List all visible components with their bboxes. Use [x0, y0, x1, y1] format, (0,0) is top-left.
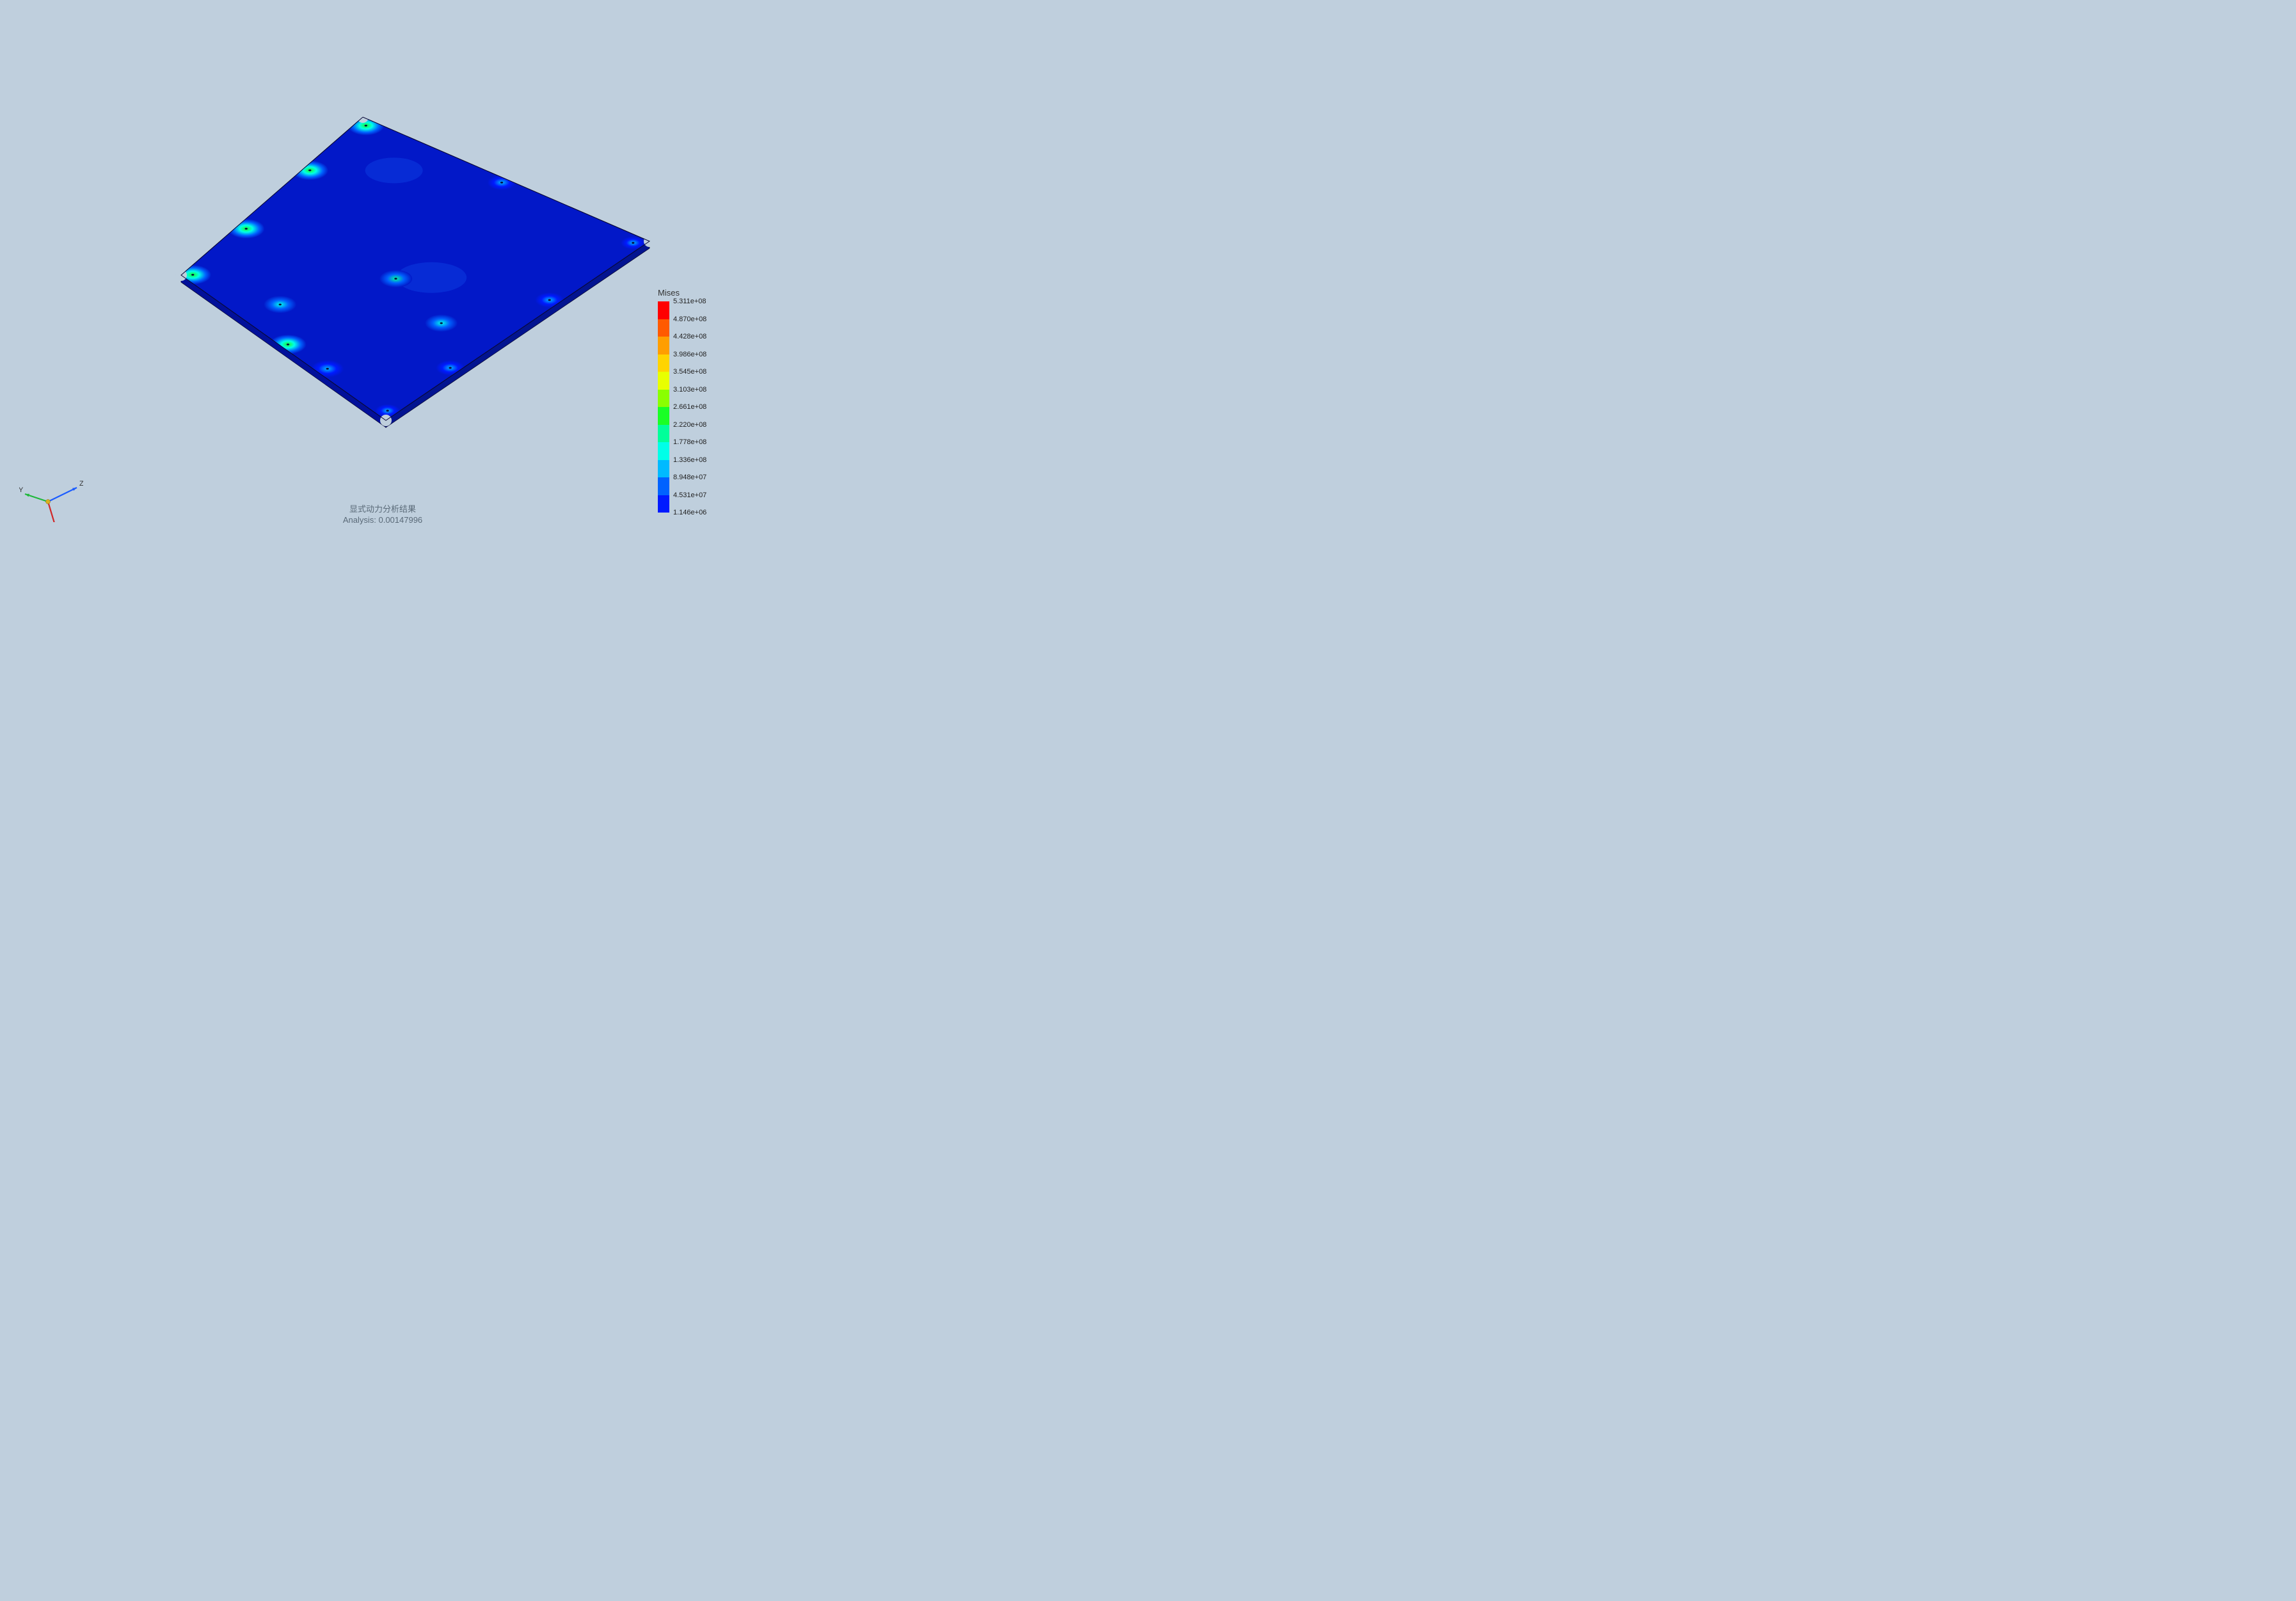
legend-title: Mises	[658, 288, 754, 298]
legend-value: 3.545e+08	[673, 368, 706, 386]
legend-segment	[658, 301, 669, 319]
legend-value: 1.778e+08	[673, 438, 706, 456]
legend-segment	[658, 372, 669, 390]
legend-segment	[658, 425, 669, 443]
legend-value: 4.531e+07	[673, 491, 706, 509]
legend-value: 2.220e+08	[673, 421, 706, 439]
legend-segment	[658, 442, 669, 460]
legend-value: 3.103e+08	[673, 386, 706, 404]
svg-text:Y: Y	[19, 486, 24, 494]
legend-value: 4.428e+08	[673, 333, 706, 351]
legend-segment	[658, 477, 669, 495]
legend-segment	[658, 390, 669, 408]
legend-segment	[658, 460, 669, 478]
coordinate-triad: ZYX	[19, 471, 83, 522]
legend-value: 2.661e+08	[673, 403, 706, 421]
legend-value: 1.146e+06	[673, 509, 706, 516]
legend-value: 5.311e+08	[673, 298, 706, 315]
caption-line-1: 显式动力分析结果	[343, 504, 422, 515]
legend-value: 3.986e+08	[673, 351, 706, 369]
legend-value: 1.336e+08	[673, 456, 706, 474]
plate-model[interactable]	[0, 0, 765, 534]
svg-text:Z: Z	[79, 480, 83, 488]
analysis-caption: 显式动力分析结果 Analysis: 0.00147996	[343, 504, 422, 526]
legend-segment	[658, 354, 669, 372]
legend-value: 4.870e+08	[673, 315, 706, 333]
caption-line-2: Analysis: 0.00147996	[343, 514, 422, 526]
legend-color-bar	[658, 301, 669, 520]
fea-viewport[interactable]: ZYX 显式动力分析结果 Analysis: 0.00147996 Mises …	[0, 0, 765, 534]
legend-segment	[658, 319, 669, 337]
legend-segment	[658, 495, 669, 513]
legend-segment	[658, 407, 669, 425]
legend-segment	[658, 337, 669, 354]
legend-value: 8.948e+07	[673, 474, 706, 491]
legend-labels: 5.311e+084.870e+084.428e+083.986e+083.54…	[673, 301, 706, 520]
color-legend: Mises 5.311e+084.870e+084.428e+083.986e+…	[658, 288, 754, 520]
